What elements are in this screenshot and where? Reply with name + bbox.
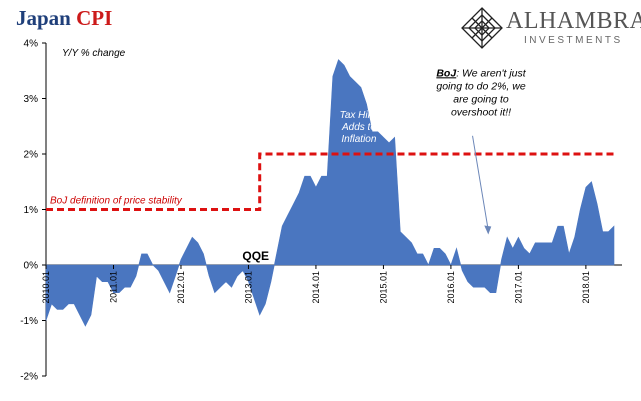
brand-logo: ALHAMBRA INVESTMENTS: [460, 6, 641, 55]
diamond-lattice-logo-icon: [461, 7, 503, 49]
x-tick-label: 2011.01: [108, 271, 118, 303]
x-tick-label: 2013.01: [243, 271, 253, 304]
y-tick-label: -1%: [20, 316, 38, 327]
tax-hike-annotation: Tax Hike Adds to Inflation: [340, 110, 379, 145]
y-tick-label: 1%: [24, 205, 39, 216]
cpi-area-series: [45, 59, 615, 327]
qqe-label: QQE: [242, 249, 269, 263]
x-tick-label: 2018.01: [581, 271, 591, 304]
boj-quote-annotation: BoJ: We aren't just going to do 2%, we are…: [436, 67, 526, 118]
chart-subtitle: Y/Y % change: [62, 48, 126, 59]
y-tick-label: 0%: [24, 261, 39, 272]
y-tick-label: 4%: [24, 39, 39, 50]
y-tick-label: -2%: [20, 372, 38, 383]
brand-name: ALHAMBRA: [506, 8, 641, 34]
title-country: Japan: [16, 6, 71, 30]
boj-quote-line: are going to: [453, 93, 509, 105]
annotation-arrow: [472, 135, 489, 231]
x-tick-label: 2010.01: [41, 271, 51, 304]
x-tick-label: 2017.01: [513, 271, 523, 304]
tax-hike-line: Inflation: [341, 134, 376, 145]
tax-hike-line: Adds to: [341, 122, 376, 133]
threshold-label: BoJ definition of price stability: [50, 196, 183, 207]
title-indicator: CPI: [76, 6, 113, 30]
annotation-arrowhead: [484, 225, 492, 235]
boj-quote-line: going to do 2%, we: [436, 80, 525, 92]
boj-quote-line: overshoot it!!: [451, 106, 511, 118]
y-tick-label: 3%: [24, 94, 39, 105]
y-tick-label: 2%: [24, 150, 39, 161]
x-tick-label: 2014.01: [311, 271, 321, 304]
tax-hike-line: Tax Hike: [340, 110, 379, 121]
x-tick-label: 2016.01: [446, 271, 456, 304]
boj-target-line: [46, 152, 614, 211]
x-tick-label: 2015.01: [378, 271, 388, 304]
chart-title: Japan CPI: [16, 6, 112, 31]
boj-quote-line: BoJ: We aren't just: [436, 67, 526, 79]
x-tick-label: 2012.01: [176, 271, 186, 304]
brand-subtitle: INVESTMENTS: [524, 35, 623, 46]
boj-quote-prefix: BoJ: [436, 67, 457, 79]
